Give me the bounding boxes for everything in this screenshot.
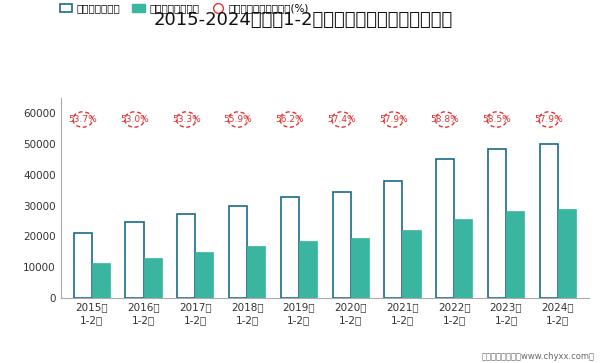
Ellipse shape bbox=[487, 112, 507, 127]
Bar bbox=[402, 230, 421, 298]
Bar bbox=[126, 223, 143, 298]
Bar bbox=[229, 205, 247, 298]
Bar bbox=[333, 192, 351, 298]
Text: 53.3%: 53.3% bbox=[172, 115, 201, 124]
Bar bbox=[92, 263, 110, 298]
Bar bbox=[454, 219, 472, 298]
Text: 57.4%: 57.4% bbox=[327, 115, 356, 124]
Bar bbox=[177, 214, 195, 298]
Bar bbox=[384, 181, 402, 298]
Bar bbox=[558, 209, 576, 298]
Bar bbox=[299, 241, 317, 298]
Bar bbox=[436, 159, 454, 298]
Bar bbox=[143, 258, 161, 298]
Text: 58.8%: 58.8% bbox=[431, 115, 459, 124]
Bar bbox=[506, 211, 524, 298]
Bar bbox=[351, 238, 369, 298]
Text: 制图：智研咨询（www.chyxx.com）: 制图：智研咨询（www.chyxx.com） bbox=[482, 352, 595, 361]
Bar bbox=[540, 144, 558, 298]
Ellipse shape bbox=[228, 112, 248, 127]
Bar bbox=[280, 197, 299, 298]
Ellipse shape bbox=[280, 112, 300, 127]
Ellipse shape bbox=[435, 112, 455, 127]
Text: 57.9%: 57.9% bbox=[379, 115, 408, 124]
Bar bbox=[195, 252, 214, 298]
Text: 57.9%: 57.9% bbox=[534, 115, 563, 124]
Text: 58.5%: 58.5% bbox=[483, 115, 511, 124]
Text: 56.2%: 56.2% bbox=[276, 115, 304, 124]
Text: 2015-2024年各年1-2月医药制造业企业资产统计图: 2015-2024年各年1-2月医药制造业企业资产统计图 bbox=[154, 11, 453, 29]
Text: 53.0%: 53.0% bbox=[120, 115, 149, 124]
Ellipse shape bbox=[384, 112, 403, 127]
Ellipse shape bbox=[124, 112, 144, 127]
Ellipse shape bbox=[177, 112, 196, 127]
Ellipse shape bbox=[539, 112, 558, 127]
Bar bbox=[488, 149, 506, 298]
Text: 53.7%: 53.7% bbox=[69, 115, 97, 124]
Ellipse shape bbox=[332, 112, 351, 127]
Bar bbox=[73, 233, 92, 298]
Legend: 总资产（亿元）, 流动资产（亿元）, 流动资产占总资产比率(%): 总资产（亿元）, 流动资产（亿元）, 流动资产占总资产比率(%) bbox=[55, 0, 313, 18]
Ellipse shape bbox=[73, 112, 92, 127]
Text: 55.9%: 55.9% bbox=[223, 115, 253, 124]
Bar bbox=[247, 246, 265, 298]
